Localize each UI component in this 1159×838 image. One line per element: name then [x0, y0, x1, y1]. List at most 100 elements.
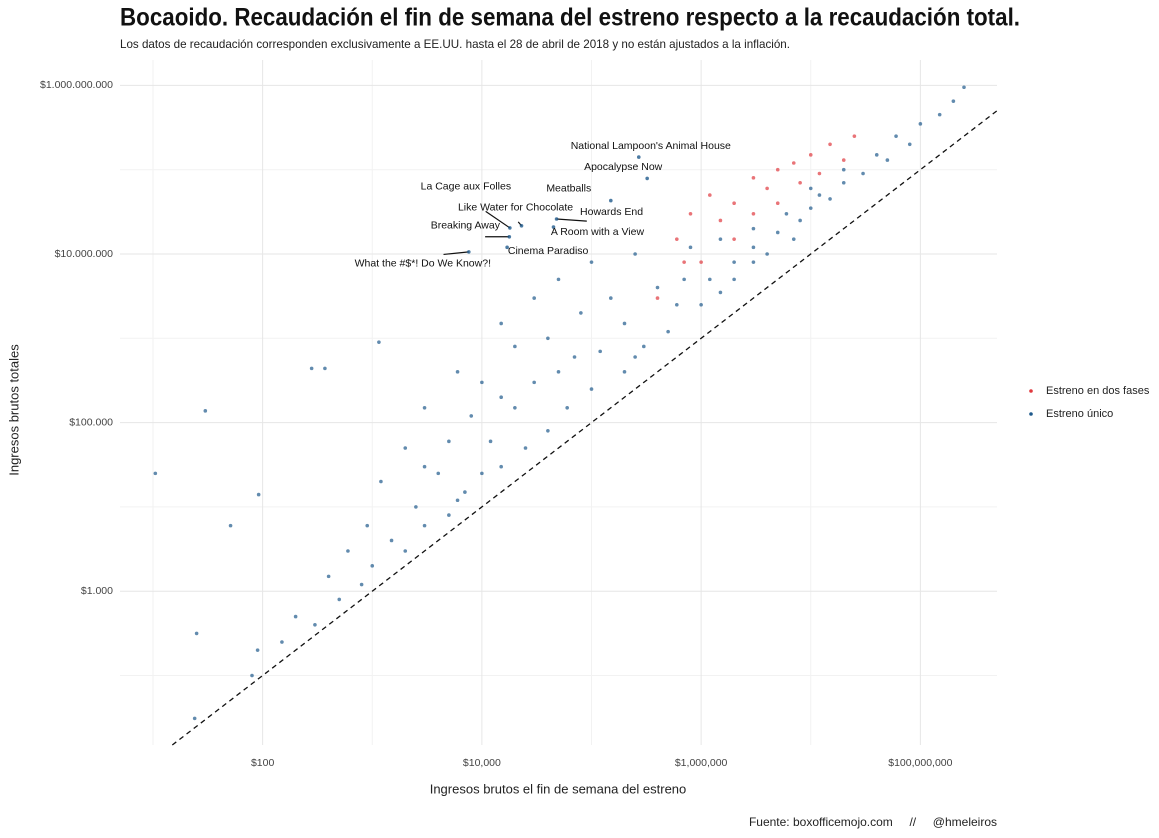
annotated-point: [609, 198, 613, 203]
leader-line: [443, 251, 469, 256]
point: [622, 370, 627, 374]
annotated-point: [519, 223, 524, 228]
annotated-point: [507, 234, 512, 239]
leader-line: [556, 218, 587, 222]
point: [732, 237, 736, 241]
point: [436, 471, 441, 476]
point: [579, 311, 583, 315]
point: [480, 380, 484, 385]
point: [379, 479, 383, 484]
grid: [120, 60, 997, 745]
point: [861, 171, 865, 176]
annotation-label: National Lampoon's Animal House: [571, 140, 731, 152]
point: [817, 193, 822, 197]
point: [751, 245, 756, 250]
point: [708, 193, 712, 197]
x-axis-title: Ingresos brutos el fin de semana del est…: [430, 781, 687, 796]
annotated-point: [505, 245, 509, 250]
point: [598, 349, 602, 354]
point: [962, 85, 966, 90]
point: [817, 171, 822, 176]
annotated-point: [508, 226, 512, 230]
point: [751, 226, 756, 231]
annotations: National Lampoon's Animal House Apocalyps…: [355, 140, 731, 270]
point: [192, 716, 197, 721]
point: [751, 260, 756, 264]
point: [422, 523, 427, 528]
annotation-label: Cinema Paradiso: [508, 245, 589, 257]
annotated-point: [467, 250, 471, 254]
point: [455, 498, 460, 503]
point: [699, 302, 703, 307]
legend-label: Estreno único: [1046, 408, 1113, 420]
point: [377, 340, 381, 344]
x-tick-label: $10,000: [463, 757, 501, 769]
annotated-point: [636, 155, 641, 159]
annotation-label: La Cage aux Folles: [421, 181, 511, 193]
point: [346, 549, 350, 553]
point: [455, 370, 460, 374]
annotation-label: Apocalypse Now: [584, 161, 663, 173]
point: [447, 439, 451, 444]
point: [499, 395, 503, 400]
point: [918, 122, 923, 126]
point: [798, 180, 802, 185]
point: [808, 186, 813, 191]
point: [572, 355, 577, 359]
point: [403, 549, 408, 553]
point: [313, 622, 317, 627]
point: [751, 211, 756, 216]
point: [894, 134, 898, 138]
point: [718, 290, 723, 295]
point: [414, 505, 418, 509]
point: [841, 167, 846, 172]
annotation-label: Breaking Away: [431, 220, 501, 232]
point: [699, 260, 703, 264]
point: [565, 405, 569, 410]
point: [765, 186, 769, 191]
x-tick-label: $1,000,000: [675, 757, 728, 769]
point: [532, 296, 536, 300]
chart-subtitle: Los datos de recaudación corresponden ex…: [120, 37, 790, 51]
point: [589, 260, 594, 264]
point: [513, 344, 517, 349]
y-axis-title: Ingresos brutos totales: [6, 344, 21, 476]
annotation-label: A Room with a View: [551, 226, 645, 238]
legend-swatch: [1029, 412, 1033, 416]
point: [499, 321, 503, 326]
point: [791, 237, 796, 241]
caption: Fuente: boxofficemojo.com // @hmeleiros: [749, 815, 997, 829]
point: [808, 206, 813, 210]
point: [422, 405, 427, 410]
point: [589, 387, 594, 391]
point: [937, 112, 942, 117]
x-tick-label: $100: [251, 757, 275, 769]
annotated-point: [554, 217, 559, 221]
point: [775, 201, 780, 206]
point: [751, 176, 756, 180]
point: [732, 201, 736, 206]
point: [828, 142, 832, 147]
y-tick-label: $1.000.000.000: [40, 79, 113, 91]
point: [609, 296, 613, 300]
point: [280, 640, 284, 644]
point: [828, 197, 832, 201]
point: [682, 260, 686, 264]
point: [718, 218, 723, 223]
point: [359, 582, 364, 587]
point: [403, 446, 408, 450]
point: [808, 153, 813, 157]
point: [633, 252, 637, 256]
point: [784, 211, 789, 216]
point: [337, 597, 342, 602]
point: [907, 142, 912, 147]
point: [480, 471, 484, 476]
point: [370, 564, 375, 568]
legend-label: Estreno en dos fases: [1046, 385, 1150, 397]
point: [488, 439, 493, 444]
point: [326, 574, 331, 579]
point: [633, 355, 637, 359]
point: [255, 648, 260, 652]
point: [447, 513, 451, 517]
